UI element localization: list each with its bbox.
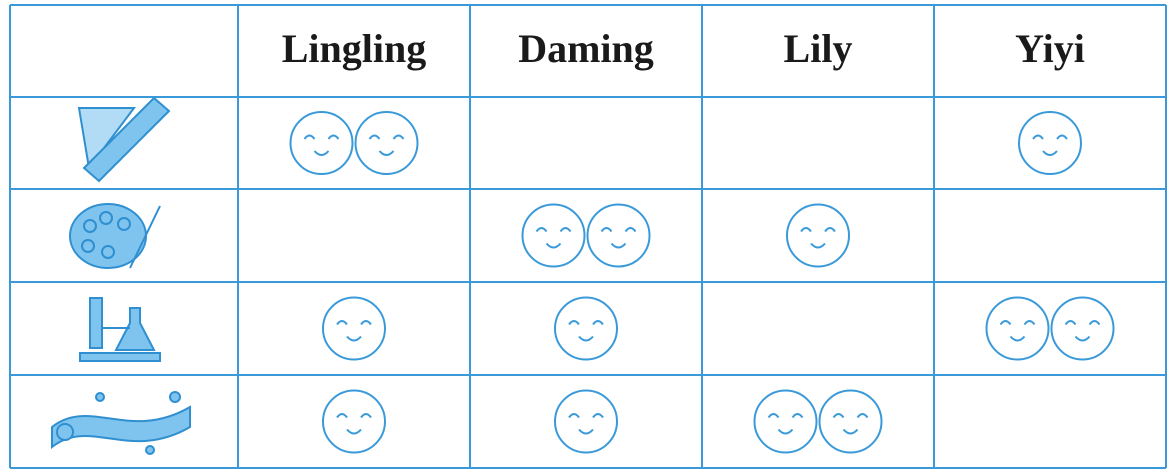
smiley-eye (624, 227, 637, 233)
smiley-eye (1023, 320, 1036, 326)
smiley-mouth (1074, 335, 1091, 342)
smiley-eye (336, 320, 348, 326)
lab-icon (79, 297, 161, 362)
smiley-eye (600, 227, 613, 233)
smiley-group (322, 296, 386, 361)
smiley-eye (336, 413, 348, 419)
smiley-eye (767, 413, 780, 419)
smiley-eye (568, 320, 580, 326)
smiley-mouth (346, 335, 362, 342)
smiley-face (554, 296, 618, 361)
smiley-mouth (777, 428, 794, 435)
smiley-mouth (346, 428, 362, 435)
smiley-eye (832, 413, 845, 419)
smiley-eye (303, 134, 316, 140)
smiley-mouth (810, 242, 826, 249)
music-icon (51, 391, 191, 455)
smiley-group (322, 389, 386, 454)
column-header: Yiyi (1015, 26, 1085, 71)
smiley-face (753, 389, 818, 454)
smiley-eye (856, 413, 869, 419)
smiley-group (985, 296, 1115, 361)
smiley-face (354, 111, 419, 175)
smiley-group (554, 296, 618, 361)
smiley-mouth (545, 242, 562, 249)
smiley-mouth (1042, 150, 1058, 156)
column-header: Lily (784, 26, 853, 71)
smiley-eye (1088, 320, 1101, 326)
column-header: Lingling (282, 26, 427, 71)
smiley-face (586, 203, 651, 268)
smiley-group (289, 111, 419, 175)
smiley-eye (360, 413, 372, 419)
smiley-face (786, 203, 850, 268)
smiley-eye (1056, 134, 1068, 140)
smiley-face (521, 203, 586, 268)
smiley-mouth (578, 428, 594, 435)
smiley-mouth (1009, 335, 1026, 342)
smiley-eye (559, 227, 572, 233)
column-header: Daming (518, 26, 654, 71)
smiley-eye (1032, 134, 1044, 140)
smiley-eye (1064, 320, 1077, 326)
smiley-mouth (578, 335, 594, 342)
smiley-eye (592, 320, 604, 326)
smiley-eye (360, 320, 372, 326)
smiley-eye (327, 134, 340, 140)
smiley-group (786, 203, 850, 268)
smiley-eye (800, 227, 812, 233)
smiley-group (521, 203, 651, 268)
smiley-mouth (610, 242, 627, 249)
palette-icon (69, 203, 161, 269)
smiley-face (818, 389, 883, 454)
smiley-face (1050, 296, 1115, 361)
smiley-eye (592, 413, 604, 419)
smiley-group (1018, 111, 1082, 175)
smiley-eye (568, 413, 580, 419)
smiley-face (322, 296, 386, 361)
smiley-eye (368, 134, 381, 140)
smiley-mouth (378, 150, 395, 156)
smiley-face (1018, 111, 1082, 175)
smiley-eye (824, 227, 836, 233)
smiley-face (985, 296, 1050, 361)
smiley-face (289, 111, 354, 175)
smiley-mouth (842, 428, 859, 435)
smiley-eye (791, 413, 804, 419)
smiley-eye (392, 134, 405, 140)
smiley-group (753, 389, 883, 454)
smiley-face (554, 389, 618, 454)
smiley-face (322, 389, 386, 454)
smiley-eye (535, 227, 548, 233)
smiley-group (554, 389, 618, 454)
smiley-mouth (313, 150, 330, 156)
ruler-icon (77, 96, 171, 183)
smiley-eye (999, 320, 1012, 326)
